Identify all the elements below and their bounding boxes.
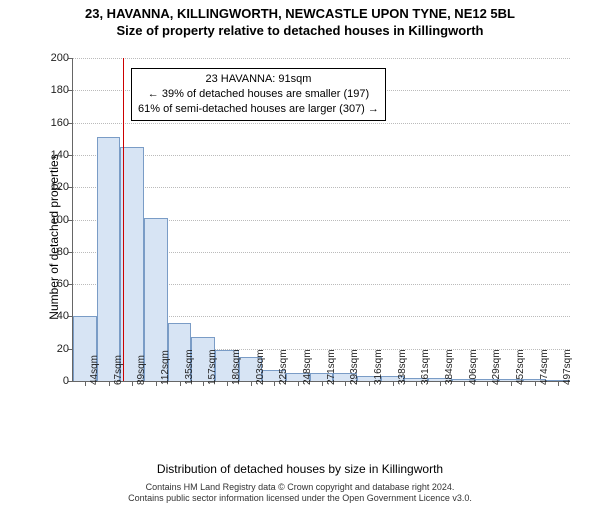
xtick-label: 44sqm [89, 355, 100, 385]
ytick-label: 0 [63, 375, 73, 387]
xtick-label: 203sqm [255, 349, 266, 385]
ytick-label: 40 [57, 310, 73, 322]
xtick-mark [535, 381, 536, 386]
page-title-line1: 23, HAVANNA, KILLINGWORTH, NEWCASTLE UPO… [0, 6, 600, 21]
xtick-mark [109, 381, 110, 386]
ytick-label: 160 [51, 117, 73, 129]
xtick-label: 157sqm [207, 349, 218, 385]
xtick-mark [180, 381, 181, 386]
xtick-label: 89sqm [136, 355, 147, 385]
xtick-label: 271sqm [326, 349, 337, 385]
ytick-label: 80 [57, 246, 73, 258]
ytick-label: 120 [51, 181, 73, 193]
overlay-layer: 23 HAVANNA: 91sqm ← 39% of detached hous… [73, 58, 570, 381]
xtick-mark [416, 381, 417, 386]
xtick-label: 180sqm [231, 349, 242, 385]
xtick-label: 248sqm [302, 349, 313, 385]
xtick-mark [322, 381, 323, 386]
xtick-label: 112sqm [160, 350, 171, 385]
footer-line-1: Contains HM Land Registry data © Crown c… [0, 482, 600, 493]
xtick-mark [440, 381, 441, 386]
ytick-label: 140 [51, 149, 73, 161]
chart-container: Number of detached properties 23 HAVANNA… [48, 52, 576, 422]
xtick-mark [274, 381, 275, 386]
ytick-label: 180 [51, 84, 73, 96]
xtick-label: 429sqm [491, 349, 502, 385]
x-axis-label: Distribution of detached houses by size … [0, 462, 600, 476]
xtick-mark [393, 381, 394, 386]
page-title-line2: Size of property relative to detached ho… [0, 23, 600, 38]
xtick-label: 67sqm [113, 355, 124, 385]
footer-attribution: Contains HM Land Registry data © Crown c… [0, 482, 600, 505]
xtick-mark [345, 381, 346, 386]
xtick-label: 338sqm [397, 349, 408, 385]
xtick-mark [251, 381, 252, 386]
xtick-label: 452sqm [515, 349, 526, 385]
xtick-mark [85, 381, 86, 386]
xtick-label: 316sqm [373, 349, 384, 385]
info-box: 23 HAVANNA: 91sqm ← 39% of detached hous… [131, 68, 386, 121]
xtick-mark [511, 381, 512, 386]
xtick-label: 135sqm [184, 349, 195, 385]
xtick-mark [487, 381, 488, 386]
xtick-label: 225sqm [278, 349, 289, 385]
xtick-mark [227, 381, 228, 386]
ytick-label: 200 [51, 52, 73, 64]
ytick-label: 60 [57, 278, 73, 290]
xtick-label: 474sqm [539, 349, 550, 385]
xtick-mark [298, 381, 299, 386]
xtick-mark [156, 381, 157, 386]
xtick-label: 406sqm [468, 349, 479, 385]
xtick-mark [558, 381, 559, 386]
info-line-2: ← 39% of detached houses are smaller (19… [138, 87, 379, 102]
reference-line [123, 58, 124, 381]
footer-line-2: Contains public sector information licen… [0, 493, 600, 504]
xtick-mark [464, 381, 465, 386]
xtick-label: 497sqm [562, 349, 573, 385]
xtick-mark [132, 381, 133, 386]
ytick-label: 20 [57, 343, 73, 355]
ytick-label: 100 [51, 214, 73, 226]
xtick-label: 293sqm [349, 349, 360, 385]
info-line-3: 61% of semi-detached houses are larger (… [138, 102, 379, 117]
xtick-label: 384sqm [444, 349, 455, 385]
xtick-label: 361sqm [420, 349, 431, 385]
xtick-mark [369, 381, 370, 386]
plot-area: 23 HAVANNA: 91sqm ← 39% of detached hous… [72, 58, 570, 382]
xtick-mark [203, 381, 204, 386]
info-line-1: 23 HAVANNA: 91sqm [138, 72, 379, 87]
